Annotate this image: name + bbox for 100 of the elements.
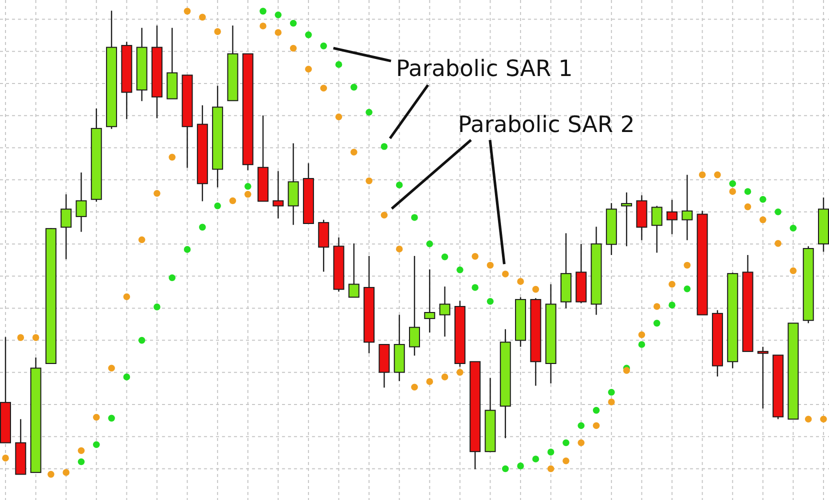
point xyxy=(729,180,736,188)
point xyxy=(760,196,766,203)
point xyxy=(2,454,9,462)
point xyxy=(290,20,297,27)
point xyxy=(62,469,70,476)
point xyxy=(790,267,797,274)
point xyxy=(92,441,100,448)
point xyxy=(653,303,660,310)
point xyxy=(138,236,146,244)
point xyxy=(774,208,782,216)
point xyxy=(441,253,448,260)
point xyxy=(456,368,464,376)
point xyxy=(78,458,85,466)
point xyxy=(820,416,827,423)
series-label: Parabolic SAR 1 xyxy=(396,56,573,82)
point xyxy=(335,61,342,68)
point xyxy=(305,31,312,38)
point xyxy=(396,182,403,188)
point xyxy=(502,465,509,472)
point xyxy=(532,286,540,293)
point xyxy=(714,171,721,178)
point xyxy=(123,293,130,300)
point xyxy=(199,224,206,231)
point xyxy=(184,246,191,253)
point xyxy=(154,304,160,310)
point xyxy=(486,298,494,305)
point xyxy=(698,171,706,178)
point xyxy=(547,465,554,472)
point xyxy=(638,341,646,348)
point xyxy=(168,274,176,282)
point xyxy=(366,177,372,184)
candlestick xyxy=(651,205,662,254)
point xyxy=(608,388,615,396)
point xyxy=(290,44,297,52)
point xyxy=(804,416,812,423)
point xyxy=(380,143,388,150)
point xyxy=(244,183,252,190)
point xyxy=(92,414,100,421)
point xyxy=(168,154,176,161)
point xyxy=(592,422,600,430)
point xyxy=(320,42,328,50)
candlestick xyxy=(409,255,420,356)
point xyxy=(138,336,146,344)
text: Parabolic SAR 2 xyxy=(458,112,635,138)
point xyxy=(184,8,191,15)
candlestick xyxy=(348,242,360,298)
point xyxy=(517,462,524,470)
candlestick xyxy=(757,346,768,410)
point xyxy=(199,14,206,21)
point xyxy=(441,374,448,380)
point xyxy=(592,406,600,414)
point xyxy=(229,197,236,204)
point xyxy=(123,374,130,380)
point xyxy=(274,11,282,18)
point xyxy=(502,270,509,278)
point xyxy=(335,113,342,120)
point xyxy=(456,266,464,274)
point xyxy=(638,331,646,338)
point xyxy=(562,439,570,446)
candlestick xyxy=(439,286,450,338)
point xyxy=(260,22,266,30)
point xyxy=(472,253,478,260)
point xyxy=(274,29,282,36)
candlestick xyxy=(621,192,632,247)
point xyxy=(108,414,115,422)
point xyxy=(214,202,221,210)
candlestick xyxy=(682,174,693,241)
point xyxy=(760,216,766,224)
point xyxy=(426,240,434,248)
point xyxy=(17,334,24,341)
point xyxy=(108,364,115,372)
point xyxy=(517,278,524,285)
point xyxy=(744,203,752,210)
point xyxy=(260,8,266,15)
point xyxy=(320,84,328,92)
point xyxy=(78,447,85,454)
point xyxy=(350,84,358,91)
point xyxy=(48,470,54,478)
point xyxy=(562,457,570,464)
point xyxy=(547,448,554,456)
point xyxy=(380,212,388,219)
point xyxy=(305,66,312,73)
point xyxy=(668,302,676,308)
point xyxy=(350,148,358,156)
point xyxy=(790,224,797,232)
point xyxy=(366,108,372,116)
point xyxy=(214,28,221,35)
point xyxy=(668,280,676,288)
point xyxy=(578,439,585,446)
point xyxy=(396,246,403,252)
point xyxy=(154,190,160,197)
point xyxy=(653,320,660,327)
point xyxy=(684,285,691,292)
point xyxy=(729,188,736,195)
point xyxy=(244,190,252,198)
point xyxy=(774,240,782,247)
candlestick xyxy=(272,170,284,219)
point xyxy=(426,378,434,385)
candlestick xyxy=(60,194,72,260)
point xyxy=(744,188,752,195)
